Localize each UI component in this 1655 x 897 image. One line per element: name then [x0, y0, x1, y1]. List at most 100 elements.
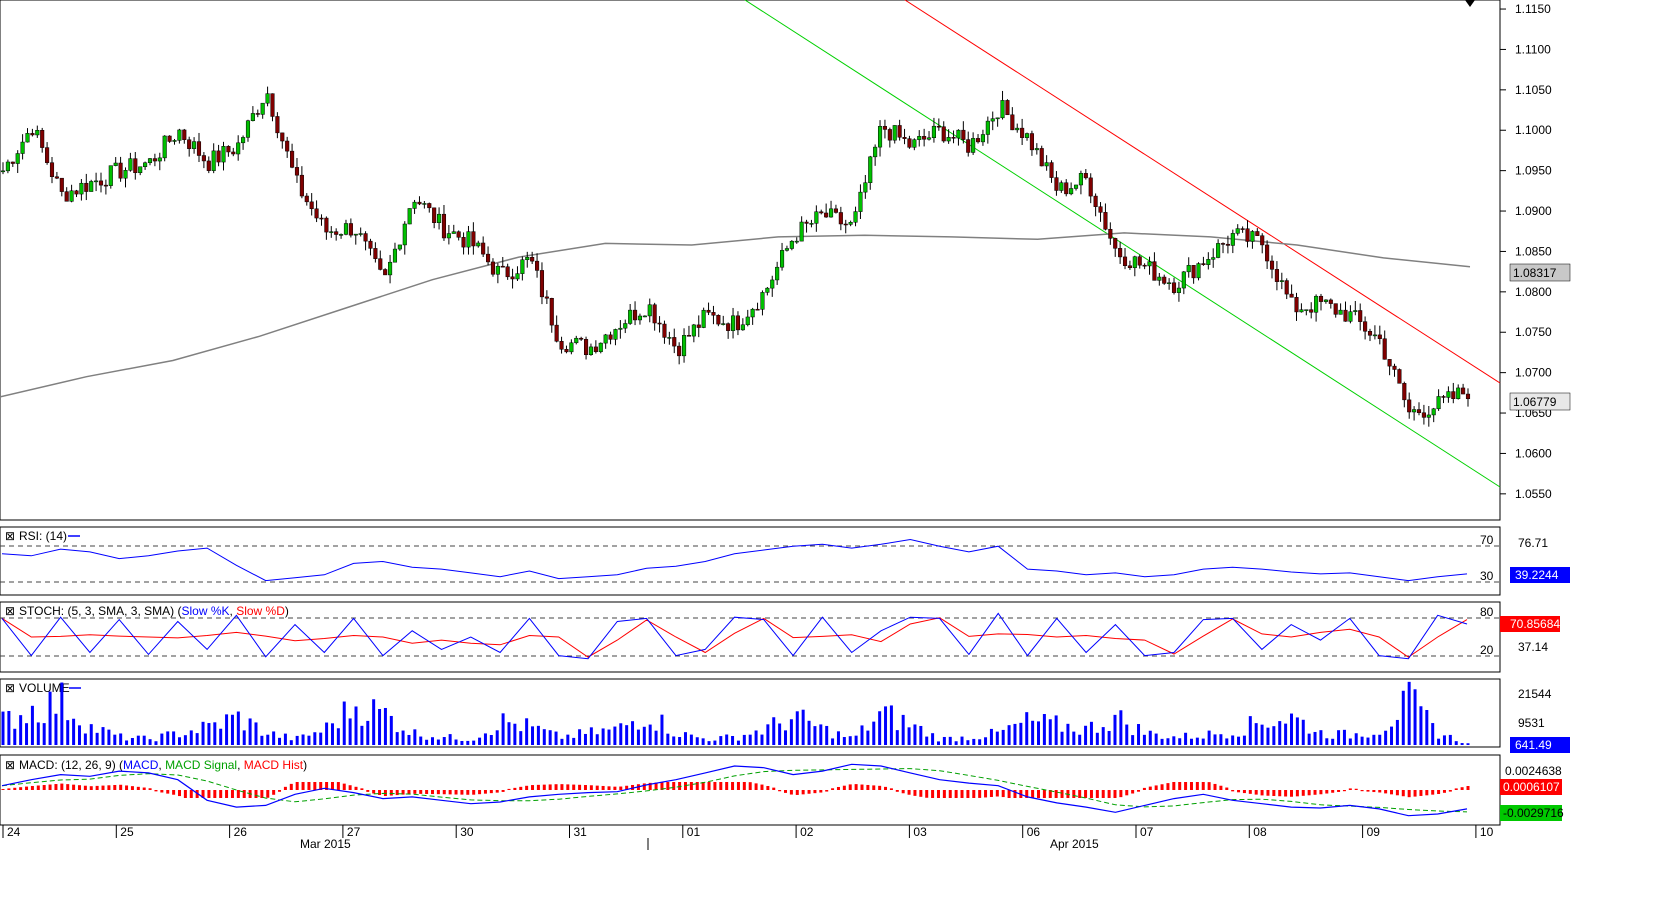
stoch-close-icon[interactable]: ⊠ — [5, 604, 15, 618]
volume-bar — [531, 726, 535, 745]
volume-bar — [1195, 737, 1199, 745]
candle-body — [706, 309, 711, 313]
candle-body — [985, 120, 990, 135]
candle-body — [397, 244, 402, 250]
candle-body — [324, 217, 329, 233]
candle-body — [319, 217, 324, 220]
macd-hist-bar — [642, 783, 646, 790]
macd-hist-bar — [919, 790, 923, 797]
candle-body — [721, 323, 726, 325]
candle-body — [863, 182, 868, 193]
volume-bar — [807, 720, 811, 745]
volume-bar — [466, 740, 470, 745]
volume-bar — [1219, 734, 1223, 745]
price-axis-ticks: 1.1150 1.1100 1.1050 1.1000 1.0950 1.0900 1.08… — [1500, 2, 1552, 501]
volume-bar — [30, 705, 34, 745]
volume-bar — [995, 731, 999, 745]
candle-body — [1446, 391, 1451, 398]
candle-body — [559, 341, 564, 350]
candle-body — [339, 234, 344, 236]
candle-body — [162, 135, 167, 159]
candle-body — [30, 133, 35, 136]
macd-hist-bar — [748, 782, 752, 790]
macd-hist-bar — [1189, 782, 1193, 790]
candle-body — [1461, 387, 1466, 395]
candle-body — [456, 231, 461, 238]
volume-bar — [884, 706, 888, 745]
macd-hist-bar — [425, 790, 429, 794]
rsi-level-30-label: 30 — [1480, 569, 1494, 583]
macd-close-icon[interactable]: ⊠ — [5, 758, 15, 772]
volume-bar — [613, 726, 617, 745]
candle-body — [966, 139, 971, 153]
candle-body — [1098, 206, 1103, 213]
candle-body — [1220, 243, 1226, 245]
candle-body — [1382, 338, 1387, 360]
macd-hist-bar — [819, 790, 823, 793]
volume-bar — [360, 725, 364, 745]
candle-body — [1176, 287, 1181, 293]
macd-hist-bar — [1260, 790, 1264, 796]
volume-bar — [7, 710, 11, 745]
macd-hist-bar — [160, 790, 164, 793]
candle-body — [226, 146, 231, 153]
macd-hist-bar — [548, 784, 552, 790]
candle-body — [539, 270, 545, 298]
volume-bar — [913, 724, 917, 745]
candle-body — [236, 142, 241, 155]
volume-bar — [642, 726, 646, 745]
candle-body — [476, 242, 481, 247]
candle-body — [309, 201, 314, 210]
scroll-marker-icon[interactable] — [1465, 0, 1475, 7]
candle-body — [941, 126, 946, 142]
candle-body — [1314, 295, 1319, 313]
volume-bar — [178, 737, 182, 745]
macd-hist-bar — [1, 789, 5, 790]
macd-hist-bar — [54, 784, 58, 790]
candle-body — [211, 150, 216, 171]
price-tick-label: 1.0800 — [1515, 285, 1552, 299]
price-panel — [0, 0, 1501, 521]
macd-hist-bar — [413, 790, 417, 794]
volume-bar — [731, 736, 735, 745]
volume-bar — [225, 714, 229, 745]
candle-body — [1465, 393, 1471, 400]
macd-hist-bar — [1084, 790, 1088, 798]
volume-bar — [801, 709, 805, 745]
volume-bar — [1101, 727, 1105, 745]
price-tick-label: 1.1150 — [1515, 2, 1551, 16]
candle-body — [1064, 182, 1069, 195]
candle-body — [79, 182, 84, 195]
volume-close-icon[interactable]: ⊠ — [5, 681, 15, 695]
volume-bar — [483, 733, 487, 745]
macd-hist-bar — [531, 785, 535, 790]
candle-body — [0, 170, 6, 173]
volume-bar — [154, 741, 158, 745]
candle-body — [108, 165, 113, 186]
candle-body — [1260, 235, 1265, 246]
candle-body — [138, 166, 143, 174]
macd-hist-bar — [301, 782, 305, 790]
volume-bar — [1148, 730, 1152, 745]
volume-bar — [278, 737, 282, 745]
volume-bar — [1448, 734, 1452, 745]
volume-bar — [695, 737, 699, 745]
macd-hist-bar — [454, 790, 458, 795]
candle-body — [569, 342, 574, 353]
volume-bar — [372, 699, 376, 745]
volume-bar — [366, 720, 370, 745]
candle-body — [275, 116, 280, 134]
candle-body — [1421, 412, 1426, 418]
candle-body — [682, 335, 687, 357]
volume-bar — [1437, 738, 1441, 745]
rsi-close-icon[interactable]: ⊠ — [5, 529, 15, 543]
macd-hist-bar — [842, 785, 846, 790]
candle-body — [1152, 261, 1157, 281]
candle-body — [1353, 310, 1358, 312]
svg-text:70.85684: 70.85684 — [1510, 617, 1560, 631]
macd-hist-bar — [607, 786, 611, 790]
candle-body — [1333, 303, 1338, 315]
macd-hist-bar — [1148, 786, 1152, 790]
volume-bar — [1078, 734, 1082, 745]
